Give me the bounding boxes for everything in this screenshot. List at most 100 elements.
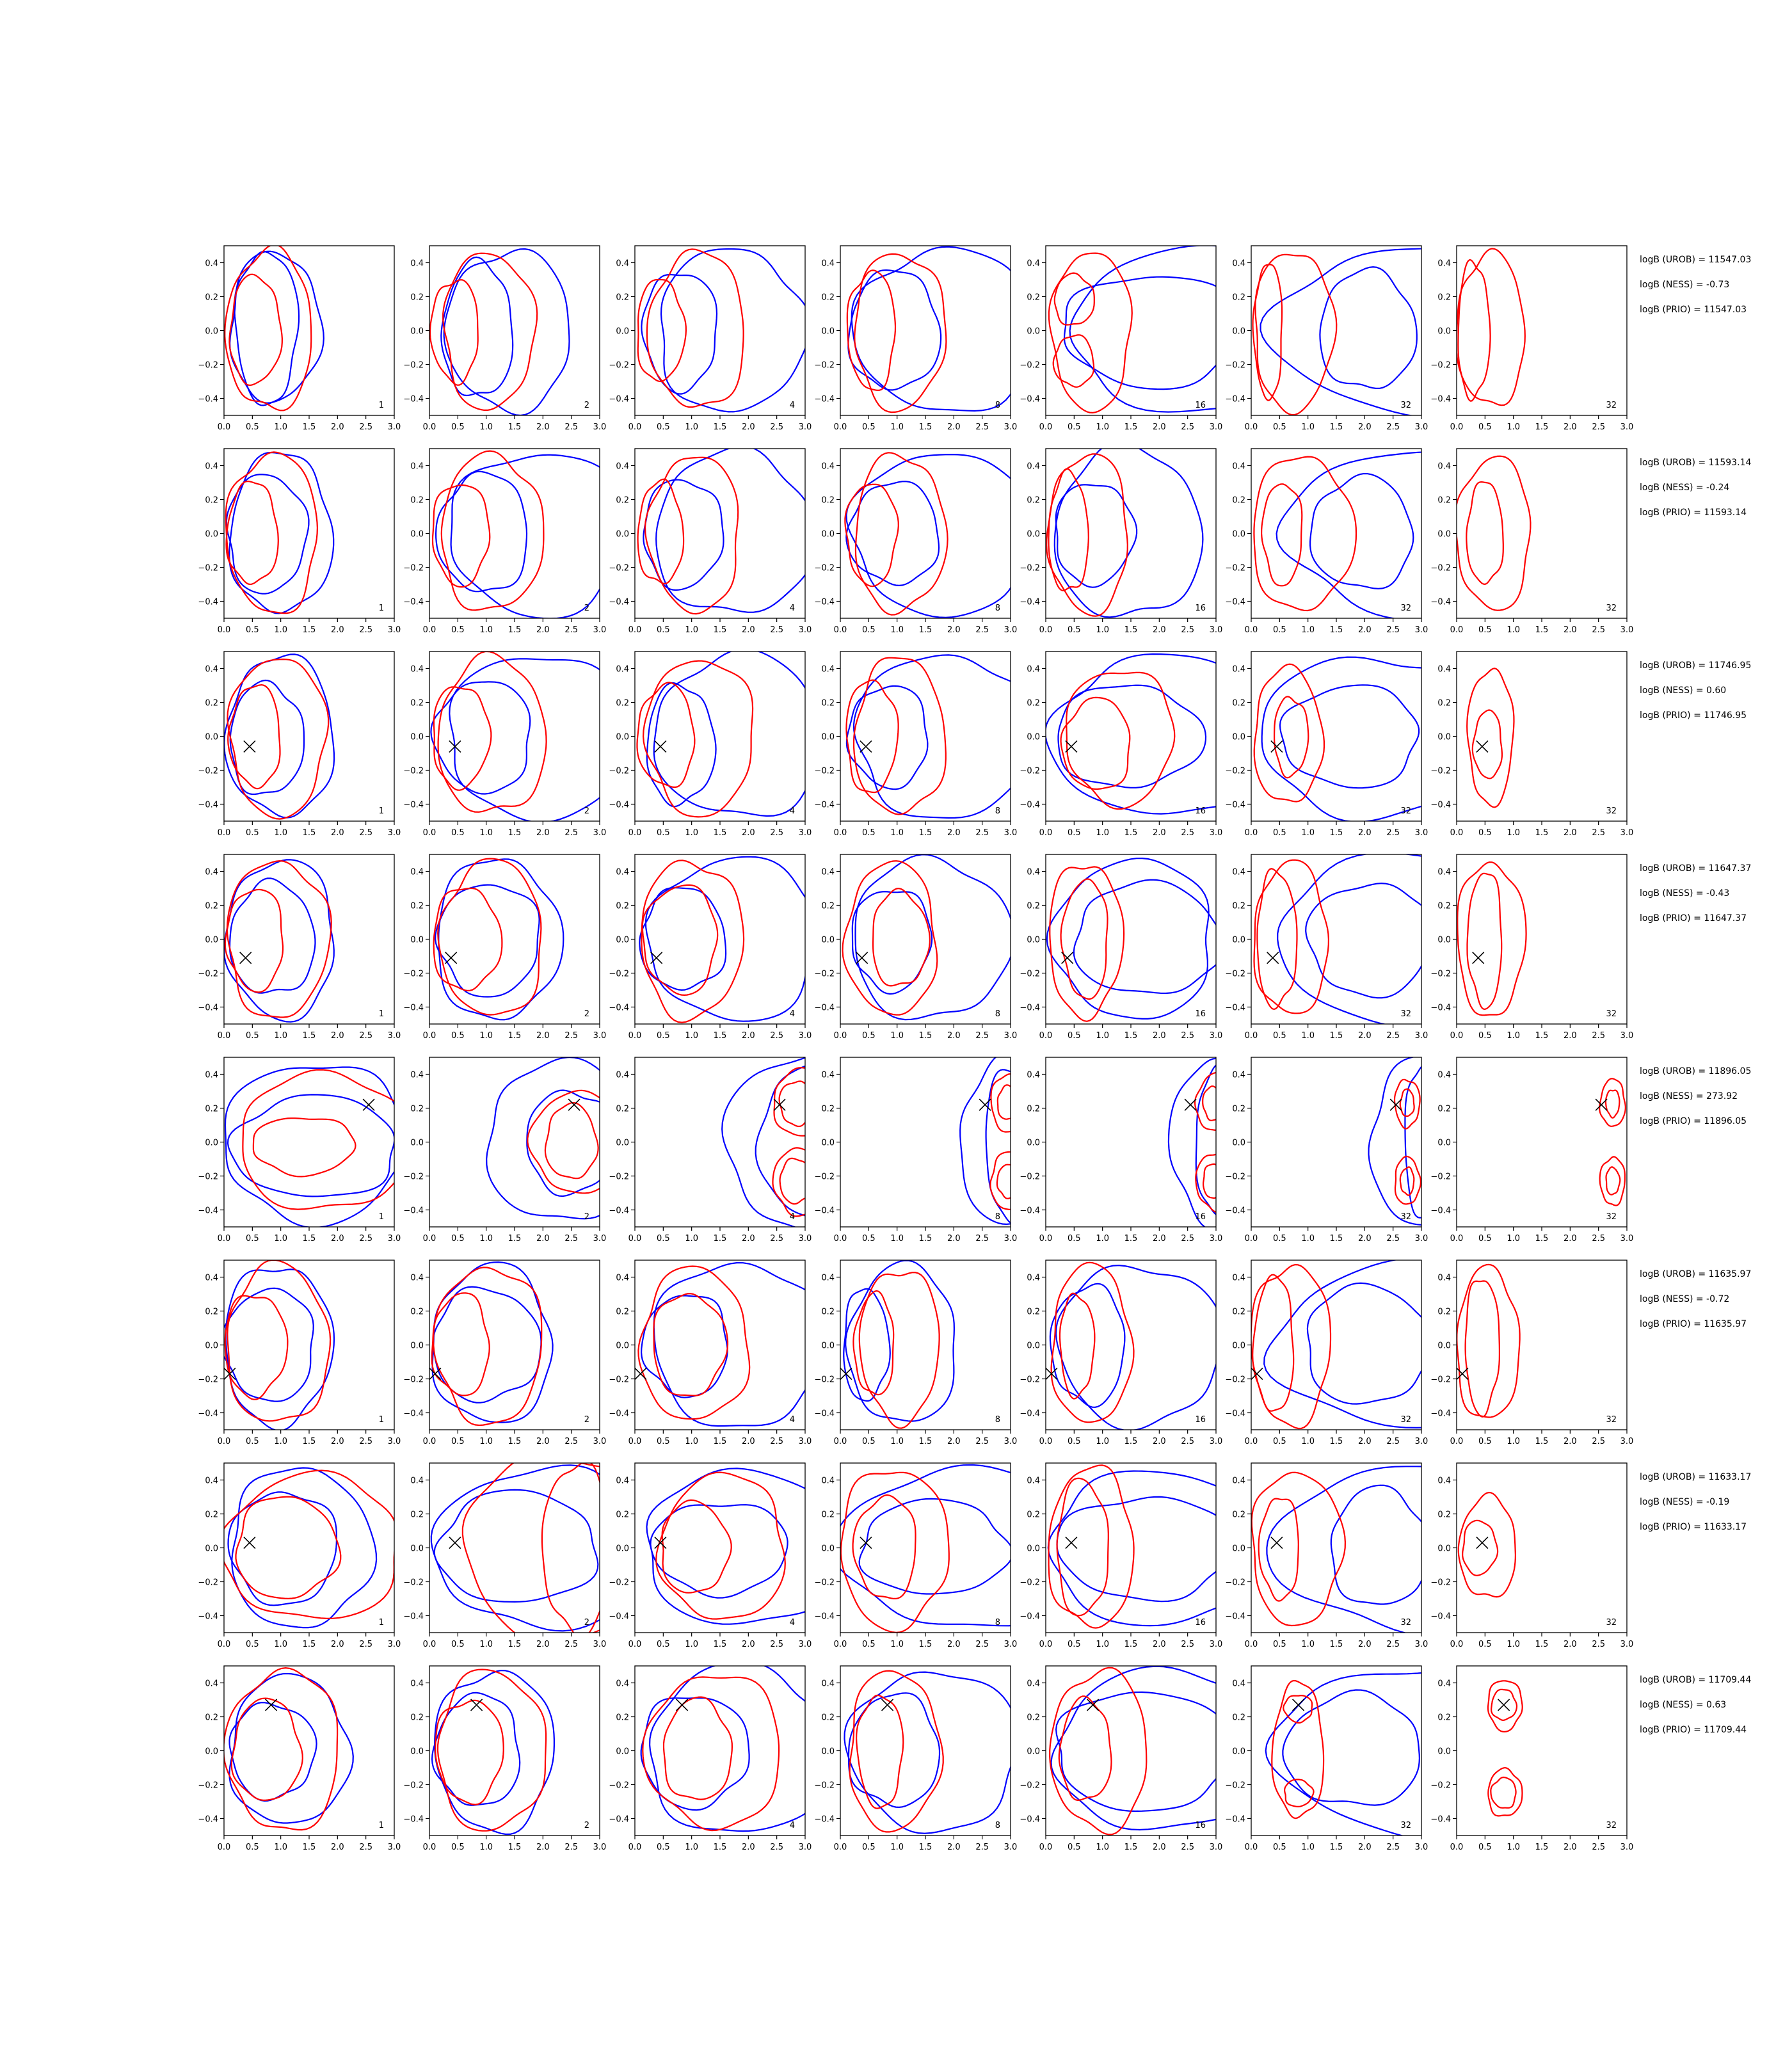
x-marker: [243, 1536, 256, 1549]
x-tick-label: 2.0: [947, 422, 961, 432]
x-tick-label: 3.0: [799, 1843, 812, 1852]
x-marker: [429, 1367, 442, 1380]
y-tick-label: 0.0: [821, 733, 835, 742]
x-tick-label: 0.0: [834, 422, 847, 432]
y-tick-label: 0.2: [1027, 496, 1040, 506]
x-tick-label: 2.0: [1564, 1234, 1577, 1244]
y-tick-label: 0.4: [410, 1071, 424, 1080]
y-tick-label: 0.0: [1437, 1341, 1451, 1351]
x-tick-label: 0.5: [1478, 828, 1492, 838]
red-contour: [1399, 1088, 1415, 1117]
x-tick-label: 0.5: [1273, 625, 1286, 635]
x-tick-label: 0.0: [834, 828, 847, 838]
panel-r5-c4: 0.0 0.5 1.0 1.5 2.0 2.5 3.0 0.4 0.2 0.0 −0.2 −0.4 8: [814, 1057, 1017, 1244]
panel-label: 32: [1606, 401, 1617, 410]
red-contour: [1260, 483, 1303, 587]
blue-contour: [435, 884, 540, 998]
panel-frame: [223, 448, 395, 619]
red-contour: [433, 686, 492, 791]
red-contour: [1487, 1680, 1523, 1732]
blue-contour: [1265, 1672, 1421, 1836]
contours: [840, 1464, 1011, 1633]
x-tick-label: 1.0: [1096, 828, 1109, 838]
stat-line: logB (NESS) = 273.92: [1640, 1091, 1738, 1101]
x-tick-label: 0.5: [451, 422, 465, 432]
x-tick-label: 0.0: [1245, 625, 1258, 635]
blue-contour: [435, 470, 528, 593]
contours: [1046, 857, 1216, 1022]
x-tick-label: 2.0: [331, 1640, 344, 1649]
y-tick-label: 0.4: [205, 665, 218, 675]
blue-contour: [1195, 1064, 1216, 1216]
y-tick-label: −0.2: [814, 361, 835, 371]
x-tick-label: 2.0: [1153, 625, 1166, 635]
blue-contour: [646, 682, 717, 808]
panel-r4-c7: 0.0 0.5 1.0 1.5 2.0 2.5 3.0 0.4 0.2 0.0 −0.2 −0.4 32: [1430, 854, 1633, 1041]
stats-r6: logB (UROB) = 11635.97 logB (NESS) = -0.7…: [1640, 1269, 1751, 1329]
y-tick-label: −0.4: [198, 1815, 218, 1825]
x-tick-label: 1.5: [1330, 828, 1343, 838]
x-tick-label: 3.0: [1620, 1640, 1634, 1649]
blue-contour: [845, 454, 1011, 618]
x-tick-label: 2.5: [975, 1843, 989, 1852]
x-tick-label: 0.0: [628, 625, 642, 635]
contours: [1457, 248, 1526, 406]
x-tick-label: 3.0: [1210, 1437, 1223, 1446]
y-tick-label: −0.4: [1225, 598, 1245, 607]
x-tick-label: 0.5: [1068, 828, 1081, 838]
x-tick-label: 3.0: [1415, 422, 1428, 432]
x-tick-label: 1.0: [1096, 625, 1109, 635]
blue-contour: [1276, 451, 1421, 618]
x-tick-label: 2.5: [359, 625, 372, 635]
x-tick-label: 2.0: [742, 625, 755, 635]
y-tick-label: −0.2: [1020, 1375, 1040, 1385]
red-contour: [1049, 1667, 1148, 1836]
y-tick-label: 0.0: [616, 1139, 629, 1148]
red-contour: [840, 1471, 950, 1633]
x-tick-label: 0.0: [1450, 828, 1464, 838]
panel-r1-c7: 0.0 0.5 1.0 1.5 2.0 2.5 3.0 0.4 0.2 0.0 −0.2 −0.4 32: [1430, 245, 1633, 432]
y-tick-label: −0.2: [609, 1781, 629, 1791]
panel-frame: [1045, 1462, 1217, 1633]
x-tick-label: 3.0: [1620, 1031, 1634, 1041]
x-tick-label: 0.0: [423, 1234, 436, 1244]
x-tick-label: 1.0: [479, 1234, 493, 1244]
x-tick-label: 1.5: [919, 625, 932, 635]
y-tick-label: −0.4: [198, 1612, 218, 1622]
y-tick-label: 0.0: [821, 1544, 835, 1554]
y-tick-label: 0.4: [1027, 462, 1040, 472]
y-tick-label: 0.0: [1232, 733, 1245, 742]
x-tick-label: 2.0: [536, 1843, 550, 1852]
y-tick-label: 0.0: [205, 1747, 218, 1757]
red-contour: [1457, 1491, 1517, 1598]
x-tick-label: 2.5: [564, 1031, 578, 1041]
y-tick-label: 0.0: [205, 733, 218, 742]
y-tick-label: −0.2: [609, 1375, 629, 1385]
y-tick-label: 0.0: [821, 936, 835, 945]
x-tick-label: 0.0: [628, 1031, 642, 1041]
x-tick-label: 1.0: [890, 1640, 904, 1649]
panel-label: 32: [1606, 1618, 1617, 1628]
red-contour: [1056, 1477, 1109, 1617]
y-tick-label: 0.4: [205, 1679, 218, 1689]
x-tick-label: 2.0: [1564, 1640, 1577, 1649]
x-tick-label: 1.5: [1330, 1437, 1343, 1446]
contours: [430, 652, 600, 821]
x-tick-label: 3.0: [799, 625, 812, 635]
y-tick-label: 0.2: [205, 1105, 218, 1114]
stat-line: logB (PRIO) = 11633.17: [1640, 1522, 1747, 1532]
red-contour: [1252, 1274, 1295, 1412]
red-contour: [1490, 1776, 1517, 1809]
blue-contour: [640, 1295, 728, 1398]
y-tick-label: −0.4: [1225, 1409, 1245, 1419]
x-tick-label: 2.0: [536, 1031, 550, 1041]
y-tick-label: −0.2: [198, 767, 218, 776]
panel-frame: [840, 448, 1011, 619]
blue-contour: [227, 1094, 394, 1197]
x-tick-label: 1.0: [685, 1234, 698, 1244]
x-tick-label: 0.0: [1450, 1437, 1464, 1446]
x-tick-label: 0.0: [1450, 625, 1464, 635]
x-tick-label: 2.5: [975, 1234, 989, 1244]
red-contour: [1048, 252, 1133, 414]
blue-contour: [858, 1498, 1011, 1595]
